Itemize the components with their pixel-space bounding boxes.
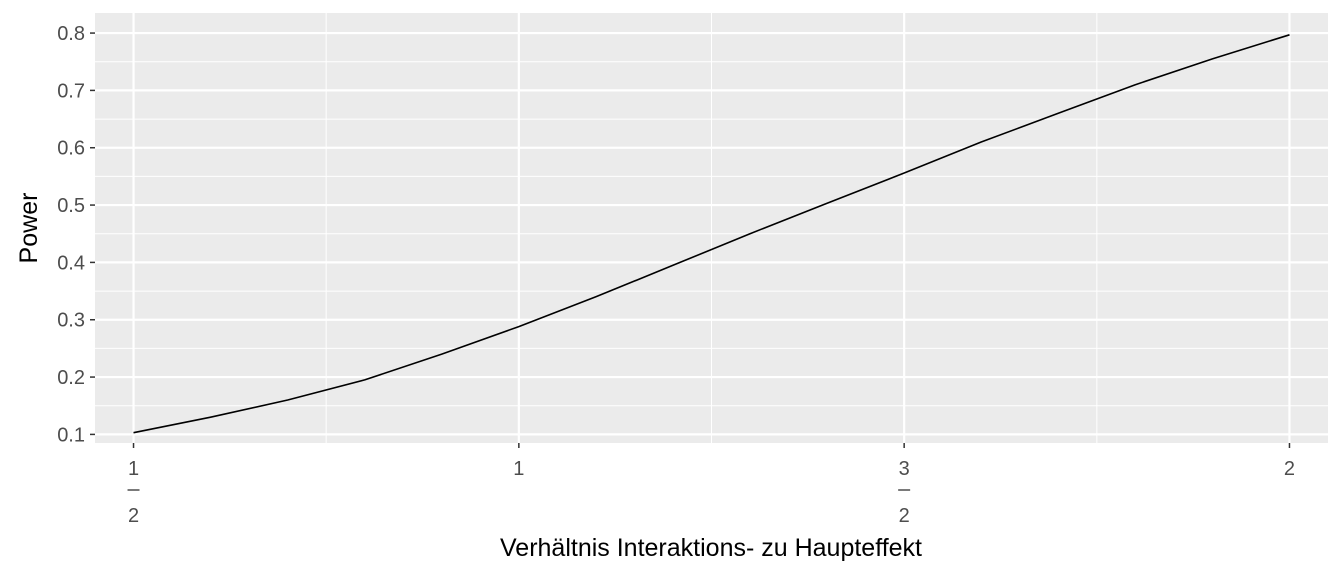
- minor-gridlines: [95, 13, 1328, 443]
- y-axis-title: Power: [15, 193, 43, 264]
- y-tick-label: 0.4: [57, 252, 85, 274]
- x-tick-numerator: 3: [899, 458, 910, 480]
- x-tick-denominator: 2: [899, 505, 910, 527]
- y-tick-label: 0.3: [57, 310, 85, 332]
- y-tick-label: 0.5: [57, 195, 85, 217]
- power-curve-line: [133, 34, 1290, 434]
- major-gridlines: [95, 13, 1328, 443]
- x-tick-label: 2: [1284, 458, 1295, 480]
- x-tick-denominator: 2: [128, 505, 139, 527]
- x-tick-label: 1: [513, 458, 524, 480]
- x-axis-title: Verhältnis Interaktions- zu Haupteffekt: [500, 534, 922, 562]
- y-tick-label: 0.7: [57, 80, 85, 102]
- y-tick-label: 0.1: [57, 424, 85, 446]
- y-axis: 0.1 0.2 0.3 0.4 0.5 0.6 0.7 0.8: [57, 23, 95, 446]
- y-tick-label: 0.2: [57, 367, 85, 389]
- series-layer: [133, 34, 1290, 434]
- x-tick-numerator: 1: [128, 458, 139, 480]
- y-tick-label: 0.8: [57, 23, 85, 45]
- y-tick-label: 0.6: [57, 138, 85, 160]
- x-axis: 1 2 1 3 2 2: [127, 443, 1295, 527]
